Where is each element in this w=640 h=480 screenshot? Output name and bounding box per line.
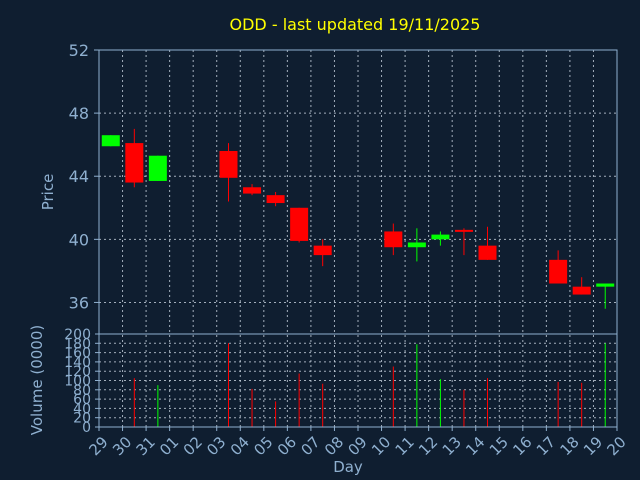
candle-body — [148, 155, 167, 181]
candle-body — [431, 234, 450, 240]
price-tick-label: 52 — [69, 41, 89, 60]
candle-body — [243, 187, 262, 194]
price-tick-label: 44 — [69, 167, 89, 186]
candle-body — [290, 207, 309, 241]
candle-body — [101, 135, 120, 147]
price-tick-label: 36 — [69, 293, 89, 312]
candle-body — [384, 231, 403, 248]
volume-tick-label: 200 — [64, 327, 91, 343]
volume-tick-label: 120 — [64, 364, 91, 380]
volume-tick-label: 20 — [73, 411, 91, 427]
candle-body — [219, 150, 238, 178]
candle-body — [266, 195, 285, 204]
price-axis-label: Price — [39, 174, 57, 211]
volume-tick-label: 60 — [73, 392, 91, 408]
volume-tick-label: 80 — [73, 383, 91, 399]
grid-lines — [99, 50, 617, 427]
candle-body — [478, 245, 497, 260]
candle-body — [572, 286, 591, 295]
x-axis-label: Day — [333, 458, 363, 476]
candle-body — [549, 259, 568, 284]
volume-tick-label: 180 — [64, 336, 91, 352]
chart-title: ODD - last updated 19/11/2025 — [230, 15, 481, 34]
volume-tick-label: 40 — [73, 401, 91, 417]
candle-body — [125, 143, 144, 183]
volume-axis-label: Volume (0000) — [28, 325, 46, 435]
volume-bars — [133, 343, 606, 427]
volume-tick-label: 0 — [82, 420, 91, 436]
volume-tick-label: 140 — [64, 355, 91, 371]
volume-tick-label: 100 — [64, 374, 91, 390]
price-tick-label: 48 — [69, 104, 89, 123]
volume-tick-label: 160 — [64, 346, 91, 362]
candle-body — [454, 229, 473, 232]
candles — [101, 128, 615, 309]
candle-body — [407, 242, 426, 248]
price-tick-label: 40 — [69, 230, 89, 249]
candle-body — [313, 245, 332, 256]
candle-body — [596, 283, 615, 287]
